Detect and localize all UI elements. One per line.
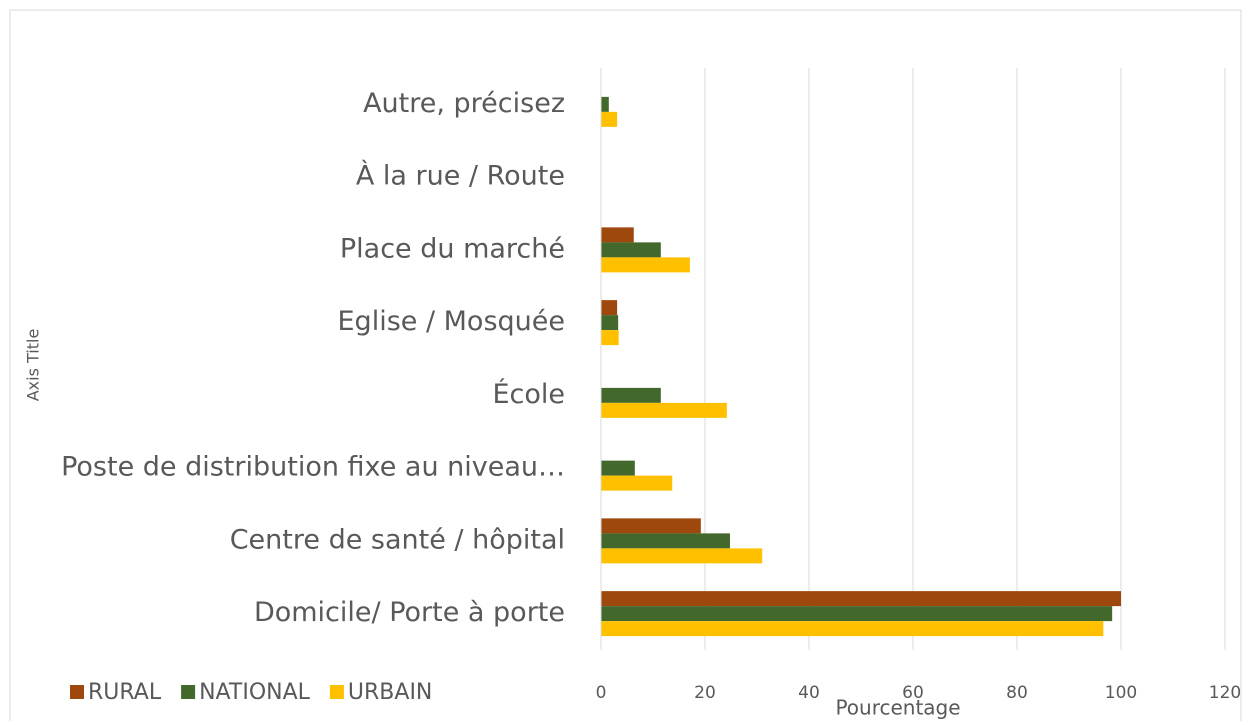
x-tick-label: 80 [1006, 683, 1028, 703]
bar [601, 227, 634, 243]
bar [601, 330, 619, 346]
y-tick-label: École [492, 378, 565, 410]
bar [601, 387, 661, 403]
bar [601, 533, 730, 549]
y-tick-label: Poste de distribution fixe au niveau… [61, 452, 565, 483]
bar [601, 242, 661, 258]
y-tick-label: Autre, précisez [363, 88, 565, 119]
y-tick-label: Eglise / Mosquée [338, 306, 566, 337]
bar [601, 606, 1113, 622]
legend-swatch [70, 685, 84, 699]
bar [601, 402, 727, 418]
bar [601, 460, 635, 476]
bar [601, 518, 701, 534]
legend-swatch [329, 685, 344, 699]
legend-label: NATIONAL [199, 680, 311, 705]
legend-swatch [181, 685, 196, 699]
x-axis-title: Pourcentage [835, 696, 960, 720]
x-tick-label: 20 [694, 683, 716, 703]
bar [601, 315, 619, 331]
x-tick-label: 0 [596, 683, 607, 703]
bar [601, 621, 1104, 637]
x-tick-label: 40 [798, 683, 820, 703]
x-tick-label: 100 [1105, 683, 1137, 703]
y-tick-label: Centre de santé / hôpital [230, 524, 565, 555]
bar [601, 548, 763, 564]
bar [601, 475, 673, 491]
bar [601, 257, 690, 273]
legend-label: URBAIN [348, 680, 432, 705]
y-tick-label: Place du marché [340, 233, 565, 264]
y-axis-title: Axis Title [24, 329, 43, 402]
legend-label: RURAL [88, 680, 162, 705]
bar [601, 300, 618, 316]
y-tick-label: Domicile/ Porte à porte [254, 597, 565, 628]
bar [601, 96, 609, 112]
y-tick-label: À la rue / Route [356, 160, 565, 192]
bar [601, 111, 618, 127]
x-tick-label: 60 [902, 683, 924, 703]
x-tick-label: 120 [1209, 683, 1241, 703]
bar [601, 591, 1121, 607]
